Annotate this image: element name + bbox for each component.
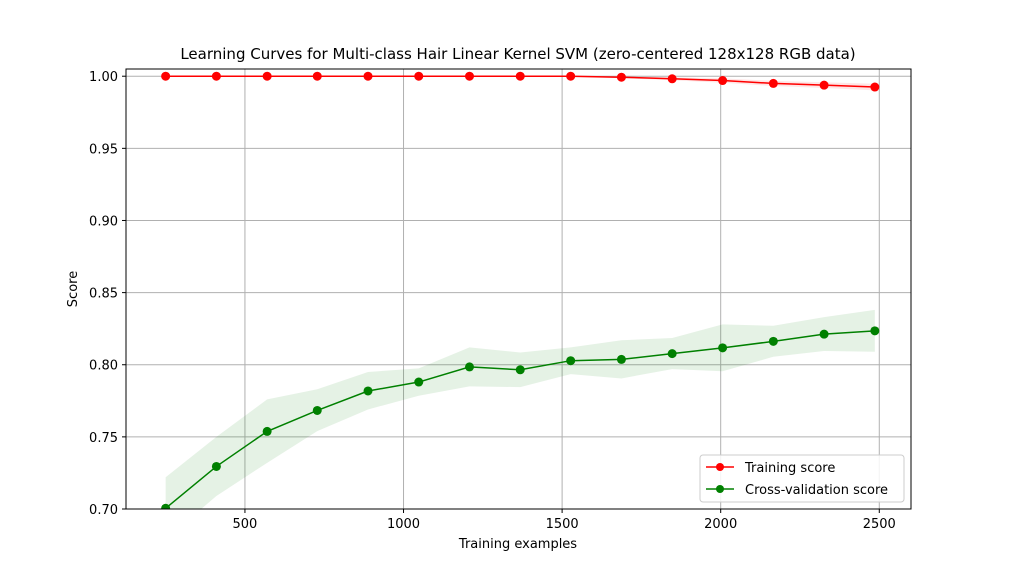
x-tick-label: 1500 <box>546 517 579 532</box>
legend: Training score Cross-validation score <box>699 454 905 503</box>
training-score-point <box>819 80 829 90</box>
training-score-point <box>414 71 424 81</box>
training-score-point <box>768 78 778 88</box>
y-tick-label: 0.75 <box>89 431 118 446</box>
training-score-point <box>515 71 525 81</box>
cross-validation-score-point <box>312 405 322 415</box>
legend-label-training: Training score <box>744 461 835 476</box>
training-score-point <box>161 71 171 81</box>
x-tick-label: 500 <box>233 517 258 532</box>
cross-validation-score-point <box>819 329 829 339</box>
x-axis-ticks: 500 1000 1500 2000 2500 <box>233 509 896 532</box>
training-score-point <box>363 71 373 81</box>
x-tick-label: 2500 <box>863 517 896 532</box>
training-score-point <box>667 74 677 84</box>
cross-validation-score-point <box>414 377 424 387</box>
y-tick-label: 0.80 <box>89 359 118 374</box>
cross-validation-score-point <box>515 365 525 375</box>
cross-validation-score-point <box>161 503 171 509</box>
training-score-point <box>718 76 728 86</box>
cross-validation-score-point <box>363 386 373 396</box>
cross-validation-score-point <box>464 362 474 372</box>
y-tick-label: 0.85 <box>89 287 118 302</box>
cross-validation-score-point <box>262 426 272 436</box>
x-tick-label: 2000 <box>704 517 737 532</box>
cross-validation-score-point <box>870 326 880 336</box>
training-score-point <box>870 82 880 92</box>
cross-validation-score-band <box>165 309 875 509</box>
y-tick-label: 1.00 <box>89 70 118 85</box>
legend-marker-cross-validation <box>716 485 724 493</box>
y-tick-label: 0.90 <box>89 214 118 229</box>
cross-validation-score-point <box>566 356 576 366</box>
x-axis-label: Training examples <box>458 537 577 552</box>
y-axis-label: Score <box>66 271 81 307</box>
y-tick-label: 0.95 <box>89 142 118 157</box>
chart-title: Learning Curves for Multi-class Hair Lin… <box>180 45 855 63</box>
y-tick-label: 0.70 <box>89 503 118 518</box>
cross-validation-score-point <box>718 343 728 353</box>
x-tick-label: 1000 <box>387 517 420 532</box>
legend-marker-training <box>716 463 724 471</box>
training-score-point <box>566 71 576 81</box>
series-points <box>161 71 880 509</box>
cross-validation-score-point <box>667 349 677 359</box>
cross-validation-score-point <box>211 461 221 471</box>
training-score-point <box>211 71 221 81</box>
plot-frame <box>125 68 912 510</box>
training-score-point <box>312 71 322 81</box>
training-score-point <box>616 72 626 82</box>
cross-validation-score-point <box>616 354 626 364</box>
y-axis-ticks: 0.70 0.75 0.80 0.85 0.90 0.95 1.00 <box>89 70 126 518</box>
training-score-point <box>464 71 474 81</box>
cross-validation-score-point <box>768 336 778 346</box>
training-score-point <box>262 71 272 81</box>
legend-label-cross-validation: Cross-validation score <box>745 483 888 498</box>
legend-box <box>699 454 905 503</box>
